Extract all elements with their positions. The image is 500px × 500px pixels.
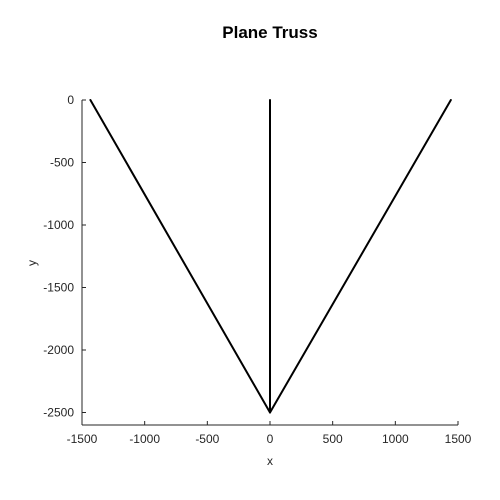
y-tick-label: 0 — [67, 93, 74, 107]
y-tick-label: -2000 — [43, 343, 74, 357]
y-tick-label: -1500 — [43, 281, 74, 295]
truss-member-1 — [89, 99, 271, 414]
x-tick-label: 1000 — [382, 432, 409, 446]
x-tick-label: -500 — [195, 432, 219, 446]
x-tick-label: 0 — [267, 432, 274, 446]
x-tick-label: -1000 — [129, 432, 160, 446]
y-tick-label: -2500 — [43, 406, 74, 420]
axes: -1500 -1000 -500 0 500 1000 1500 0 -500 -1000 -150… — [43, 93, 471, 446]
y-tick-label: -1000 — [43, 218, 74, 232]
x-axis-label: x — [267, 454, 273, 468]
truss-member-3 — [269, 99, 452, 414]
chart-title: Plane Truss — [222, 23, 317, 42]
truss-members — [89, 99, 452, 414]
x-tick-label: 500 — [323, 432, 343, 446]
y-tick-label: -500 — [50, 156, 74, 170]
x-tick-label: -1500 — [67, 432, 98, 446]
x-tick-label: 1500 — [445, 432, 472, 446]
y-axis-label: y — [25, 260, 39, 266]
